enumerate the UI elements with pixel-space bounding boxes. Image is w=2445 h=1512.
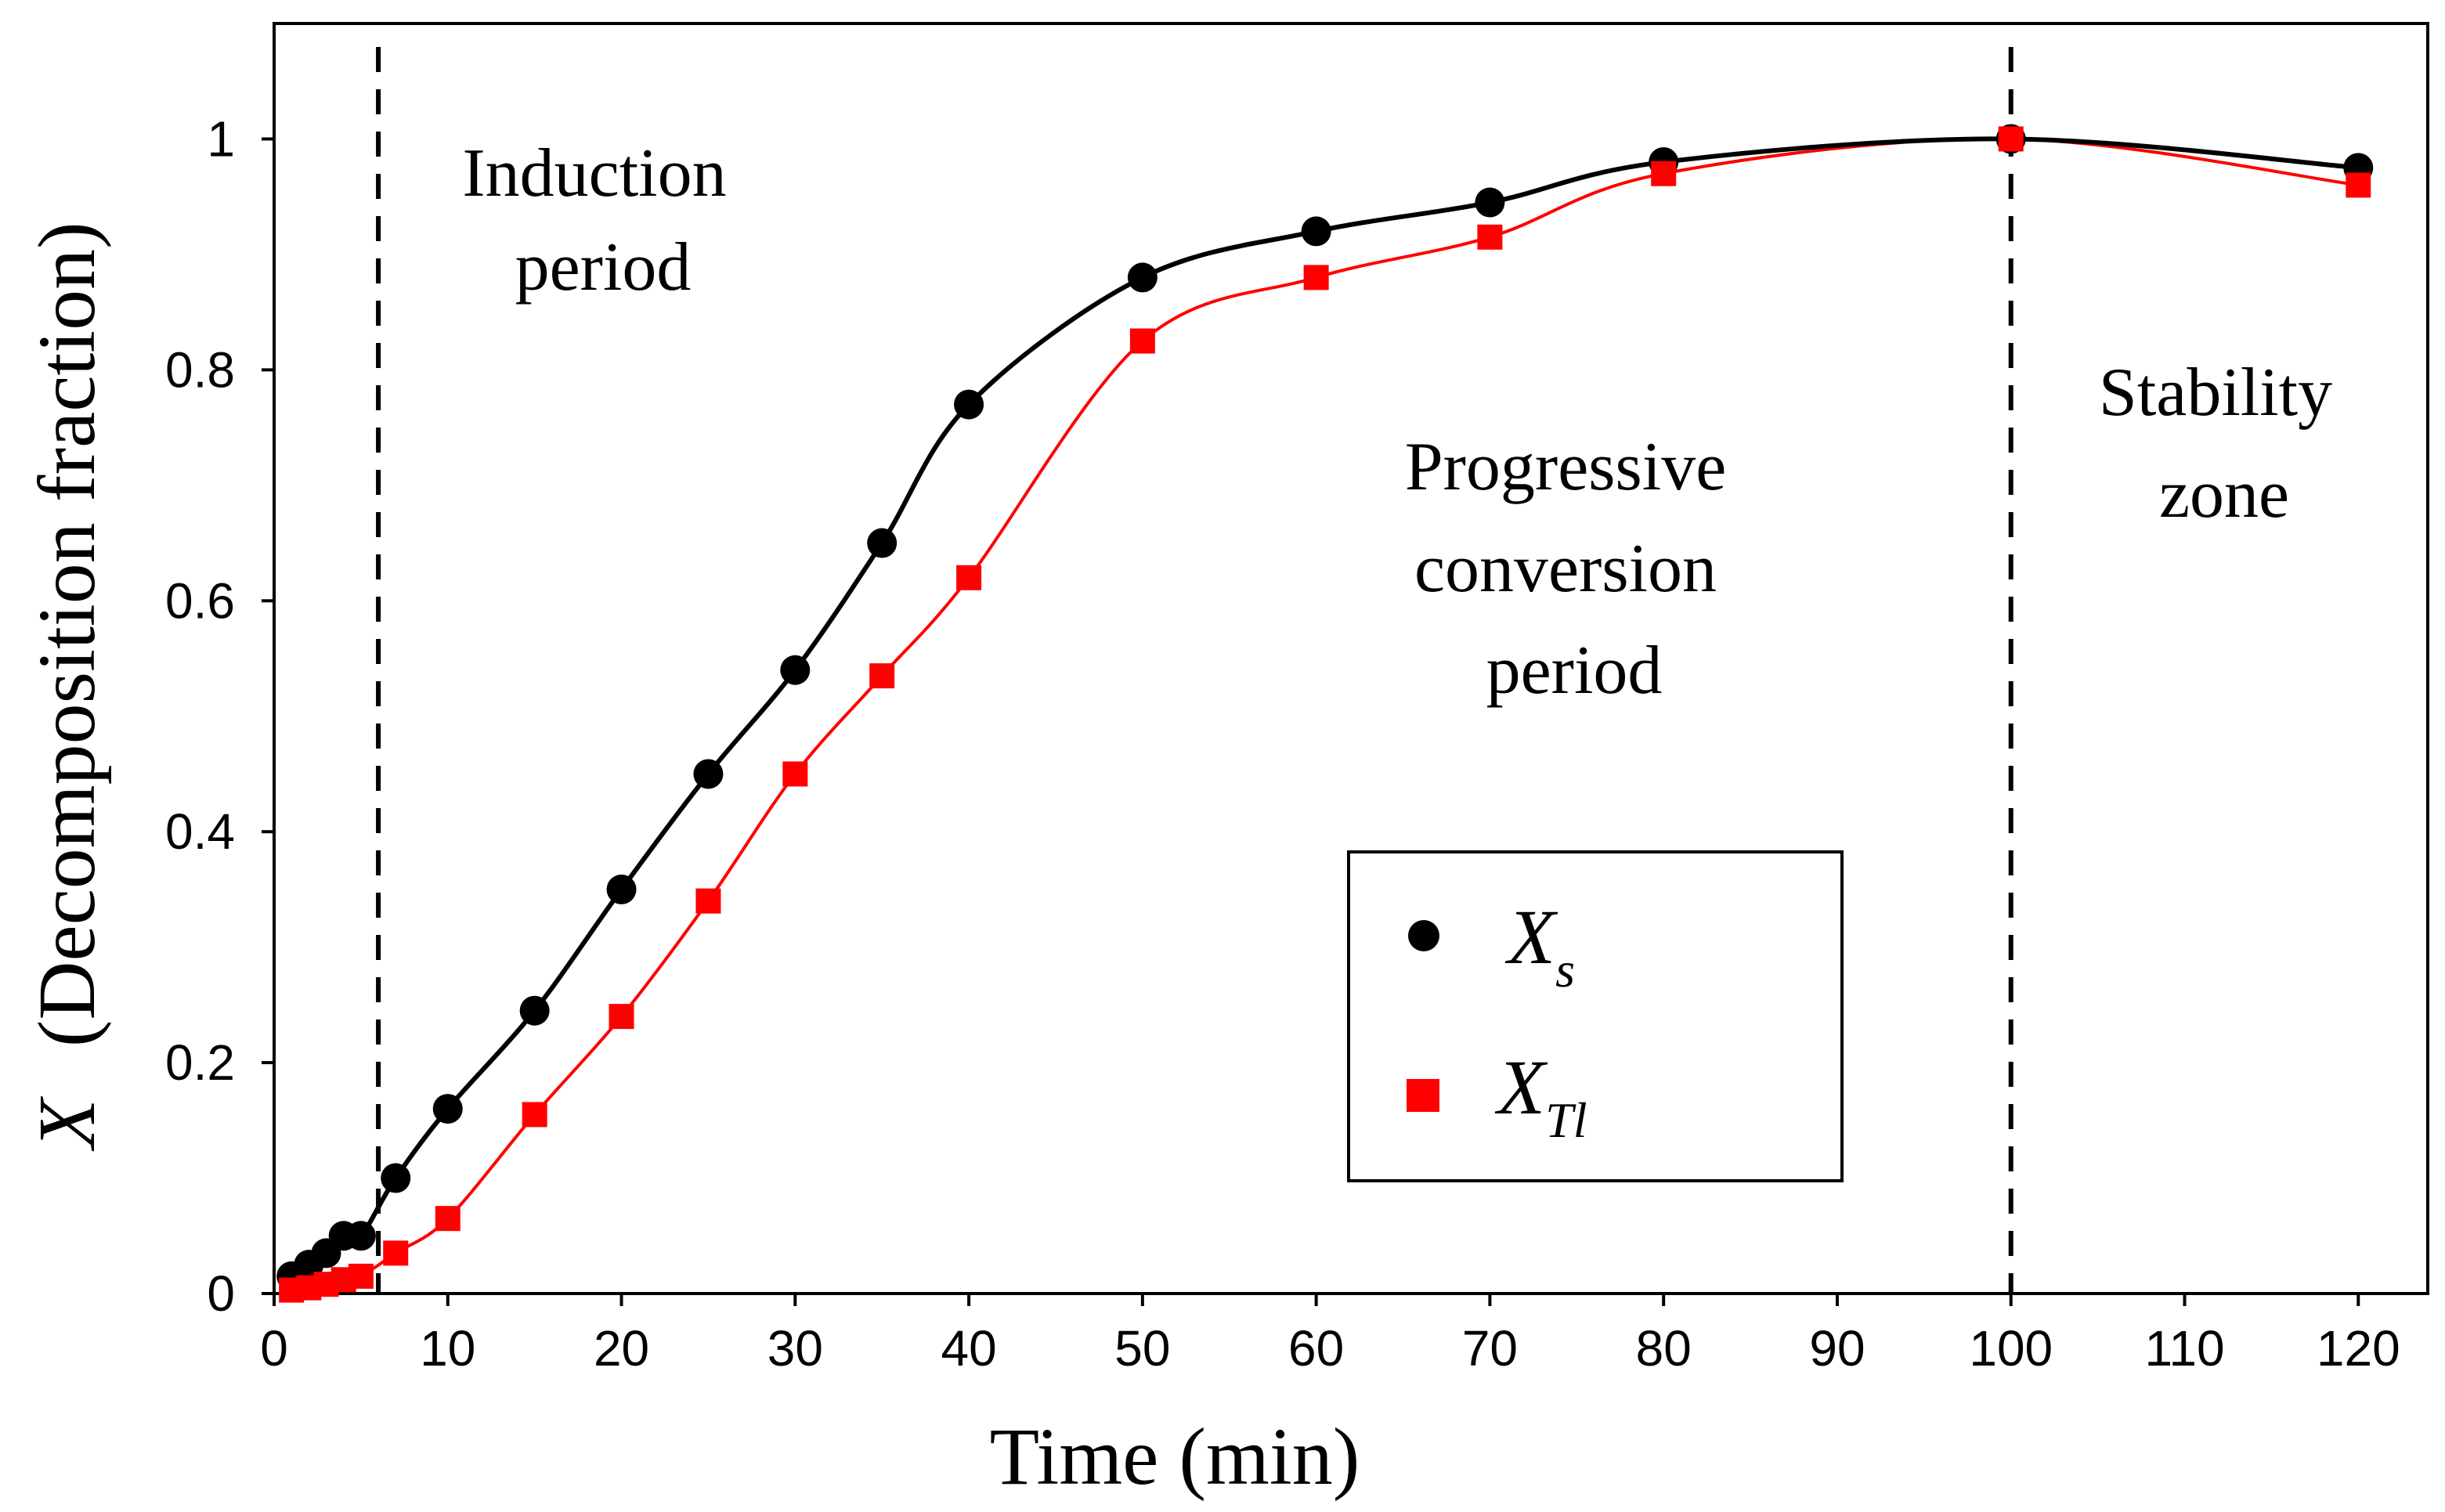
x-tick-label: 110 <box>2145 1320 2225 1377</box>
legend-label-xs: Xs <box>1504 893 1575 998</box>
data-point-xs <box>693 759 724 789</box>
y-tick-label: 0.2 <box>165 1034 235 1091</box>
legend-label-xtl-sub: Tl <box>1545 1092 1587 1148</box>
x-axis-ticks: 0 10 20 30 40 50 60 70 80 90 100 110 120 <box>260 1294 2400 1377</box>
x-tick-label: 0 <box>260 1320 288 1377</box>
x-tick-label: 10 <box>420 1320 475 1377</box>
annotation-induction: Induction period <box>462 135 743 305</box>
y-tick-label: 0.6 <box>165 572 235 629</box>
data-point-xtl <box>1129 328 1155 354</box>
legend-marker-xtl <box>1407 1079 1439 1112</box>
x-tick-label: 80 <box>1636 1320 1692 1377</box>
data-point-xtl <box>1303 265 1329 290</box>
y-axis-title-variable: X <box>22 1096 112 1152</box>
x-tick-label: 40 <box>941 1320 997 1377</box>
data-point-xs <box>519 995 550 1026</box>
y-axis-ticks: 0 0.2 0.4 0.6 0.8 1 <box>165 110 274 1322</box>
legend-label-xs-main: X <box>1504 893 1558 980</box>
legend-label-xs-sub: s <box>1555 942 1575 998</box>
data-point-xs <box>867 528 897 558</box>
annotation-stability-line2: zone <box>2159 456 2289 532</box>
data-point-xtl <box>1998 126 2024 152</box>
data-point-xtl <box>348 1263 374 1289</box>
data-point-xtl <box>869 663 895 689</box>
y-tick-label: 0.4 <box>165 803 235 860</box>
annotation-progressive-line2: conversion <box>1414 531 1717 607</box>
y-tick-label: 1 <box>207 110 235 167</box>
data-point-xtl <box>782 761 808 787</box>
data-point-xtl <box>609 1004 634 1030</box>
x-tick-label: 70 <box>1462 1320 1518 1377</box>
period-dividers <box>376 47 2013 1294</box>
data-point-xtl <box>956 565 982 590</box>
x-axis-title: Time (min) <box>990 1412 1360 1502</box>
x-tick-label: 20 <box>594 1320 649 1377</box>
data-point-xs <box>1475 187 1505 218</box>
data-point-xs <box>381 1163 411 1193</box>
x-tick-label: 60 <box>1288 1320 1344 1377</box>
data-point-xtl <box>522 1102 547 1128</box>
series-curves <box>290 136 2359 1292</box>
legend-label-xtl: XTl <box>1494 1044 1587 1148</box>
data-point-xs <box>780 655 811 685</box>
data-point-xs <box>345 1221 376 1251</box>
legend-label-xtl-main: X <box>1494 1044 1548 1131</box>
y-tick-label: 0 <box>207 1265 235 1322</box>
annotation-progressive-line3: period <box>1486 633 1663 709</box>
annotation-stability-line1: Stability <box>2099 355 2332 431</box>
annotation-progressive: Progressive conversion period <box>1405 429 1744 709</box>
x-tick-label: 90 <box>1809 1320 1865 1377</box>
annotation-induction-line1: Induction <box>462 135 726 211</box>
data-point-xtl <box>695 888 721 914</box>
annotation-progressive-line1: Progressive <box>1405 429 1727 505</box>
y-axis-title-text: (Decomposition fraction) <box>22 222 112 1047</box>
series-line-xs <box>290 136 2359 1279</box>
legend: Xs XTl <box>1347 850 1844 1182</box>
x-tick-label: 120 <box>2317 1320 2400 1377</box>
x-tick-label: 50 <box>1114 1320 1170 1377</box>
data-point-xs <box>606 874 637 904</box>
data-point-xs <box>1301 216 1331 247</box>
annotation-induction-line2: period <box>515 229 692 305</box>
data-point-xtl <box>435 1206 460 1232</box>
y-axis-title: X (Decomposition fraction) <box>22 222 112 1152</box>
annotation-stability: Stability zone <box>2099 355 2349 532</box>
data-point-xtl <box>2346 172 2371 198</box>
y-tick-label: 0.8 <box>165 341 235 398</box>
series-markers <box>276 124 2374 1303</box>
data-point-xtl <box>1477 224 1503 250</box>
plot-frame <box>273 22 2429 1295</box>
x-tick-label: 30 <box>767 1320 823 1377</box>
data-point-xs <box>954 389 984 420</box>
data-point-xs <box>432 1094 463 1124</box>
legend-box <box>1347 850 1844 1182</box>
legend-marker-xs <box>1408 920 1439 951</box>
series-line-xtl <box>291 137 2359 1292</box>
data-point-xtl <box>1651 161 1677 186</box>
data-point-xtl <box>383 1240 409 1266</box>
data-point-xs <box>1127 262 1157 293</box>
x-tick-label: 100 <box>1969 1320 2053 1377</box>
